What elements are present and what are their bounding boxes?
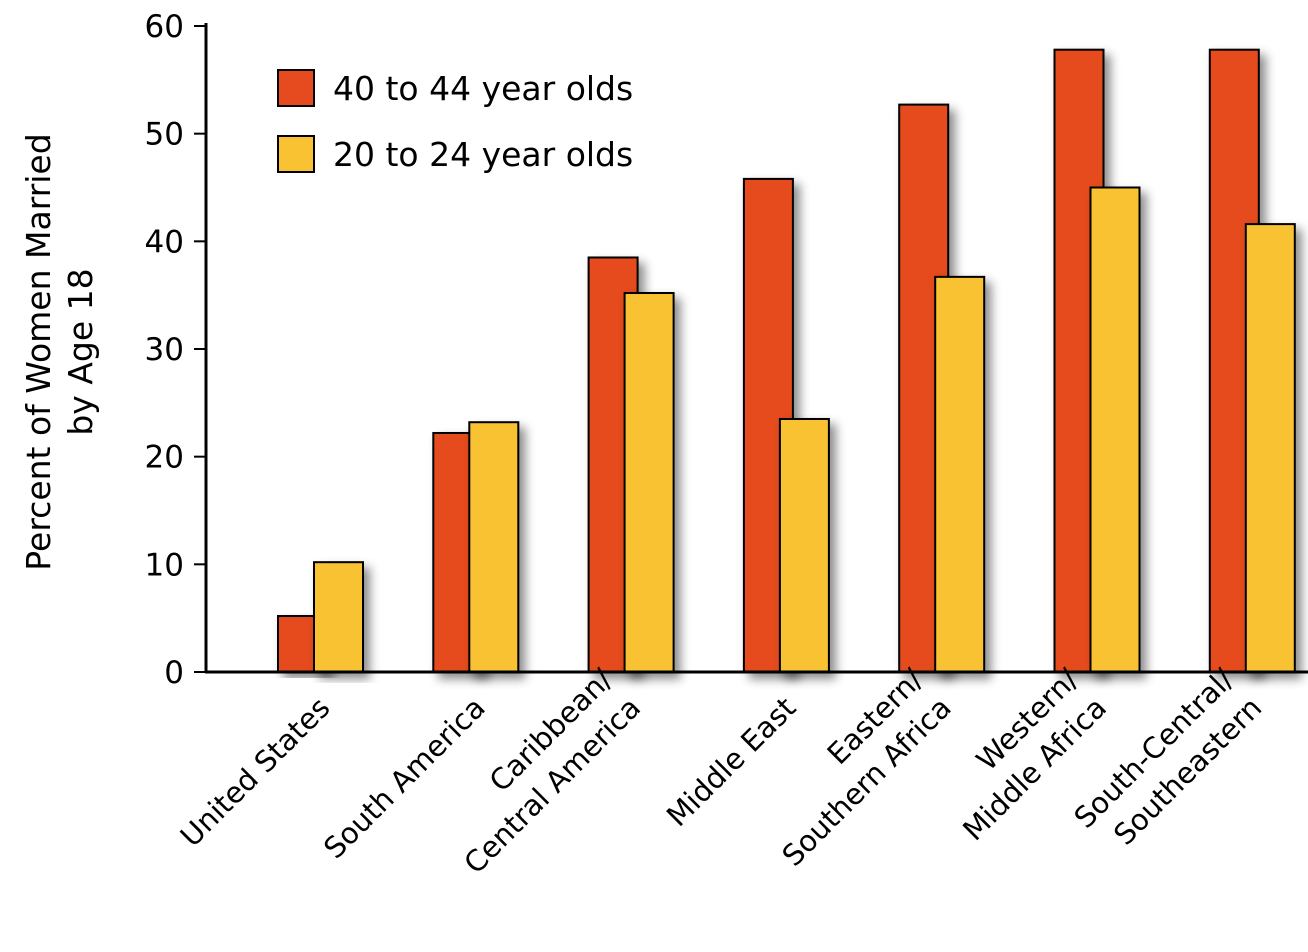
bar-series-2 [313,561,364,673]
y-tick-label: 60 [145,9,184,45]
y-tick-label: 40 [145,224,184,260]
y-tick-label: 0 [164,655,184,691]
category-label: Caribbean/Central America [457,662,647,880]
category-label-line: Middle East [660,690,803,833]
axes [204,23,1308,674]
bar-series-2 [1089,186,1141,673]
legend-swatch [277,69,315,107]
category-label: South-Central/Southeastern [1067,662,1268,852]
bar-series-2 [468,421,520,674]
y-axis-title-line-1: Percent of Women Married [19,133,58,570]
category-label: South America [317,690,492,865]
bar-series-2 [1244,223,1296,674]
legend-swatch [277,135,315,173]
bar-series-2 [623,292,675,673]
y-tick-label: 50 [145,117,184,153]
category-label-line: South America [317,690,492,865]
legend: 40 to 44 year olds 20 to 24 year olds [277,69,633,174]
category-label-line: United States [174,690,337,853]
y-axis-title-line-2: by Age 18 [61,268,100,435]
bar-series-2 [934,275,986,673]
y-axis-title: Percent of Women Married by Age 18 [19,133,100,570]
y-axis-ticks: 0 10 20 30 40 50 60 [145,9,206,691]
category-label: Middle East [660,690,803,833]
y-tick-label: 10 [145,547,184,583]
bars [277,48,1296,674]
legend-label: 40 to 44 year olds [333,69,633,108]
y-tick-label: 20 [145,440,184,476]
bar-series-2 [778,417,830,673]
legend-label: 20 to 24 year olds [333,135,633,174]
category-label: United States [174,690,337,853]
y-tick-label: 30 [145,332,184,368]
